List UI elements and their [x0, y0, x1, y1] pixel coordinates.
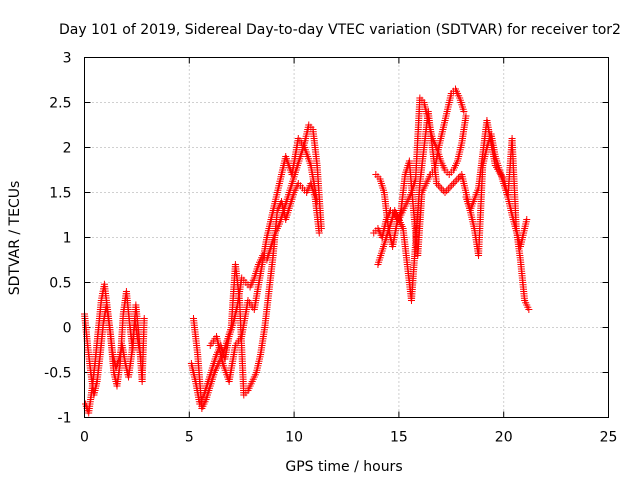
- x-axis-label: GPS time / hours: [285, 459, 402, 475]
- data-point-marker: [313, 198, 321, 205]
- y-tick-label: 0.5: [49, 276, 71, 292]
- grid-lines: [84, 57, 609, 418]
- x-tick-label: 5: [185, 430, 194, 446]
- y-tick-label: 3: [63, 51, 72, 67]
- chart-title: Day 101 of 2019, Sidereal Day-to-day VTE…: [59, 22, 621, 38]
- axis-ticks: 0 5 10 15 20 25 -1 -0.5 0 0.5 1 1.5 2 2.5 3: [44, 51, 617, 446]
- data-points: [81, 85, 533, 417]
- data-point-marker: [453, 176, 461, 184]
- data-point-marker: [449, 180, 457, 187]
- y-tick-label: 2.5: [49, 96, 71, 112]
- data-point-marker: [444, 185, 452, 193]
- y-tick-label: 0: [63, 321, 72, 337]
- plot-frame: [84, 57, 609, 418]
- data-point-marker: [441, 189, 449, 196]
- data-point-marker: [525, 306, 533, 313]
- y-tick-label: 1.5: [49, 186, 71, 202]
- data-point-marker: [451, 178, 459, 186]
- data-point-marker: [315, 229, 323, 237]
- y-tick-label: 1: [63, 231, 72, 247]
- y-tick-label: -1: [58, 411, 72, 427]
- y-tick-label: -0.5: [44, 366, 71, 382]
- data-point-marker: [140, 315, 148, 322]
- data-point-marker: [454, 174, 462, 182]
- data-point-marker: [434, 181, 442, 189]
- data-point-marker: [460, 108, 468, 115]
- x-tick-label: 25: [600, 430, 618, 446]
- x-tick-label: 20: [495, 430, 513, 446]
- data-point-marker: [523, 216, 531, 223]
- data-point-marker: [462, 112, 470, 120]
- data-point-marker: [448, 181, 456, 189]
- data-point-marker: [443, 187, 451, 195]
- y-tick-label: 2: [63, 141, 72, 157]
- data-point-marker: [438, 185, 446, 193]
- data-point-marker: [433, 180, 441, 187]
- x-tick-label: 15: [390, 430, 408, 446]
- x-tick-label: 0: [80, 430, 89, 446]
- data-point-marker: [446, 183, 454, 191]
- y-axis-label: SDTVAR / TECUs: [7, 181, 23, 296]
- data-point-marker: [436, 183, 444, 191]
- x-tick-label: 10: [285, 430, 303, 446]
